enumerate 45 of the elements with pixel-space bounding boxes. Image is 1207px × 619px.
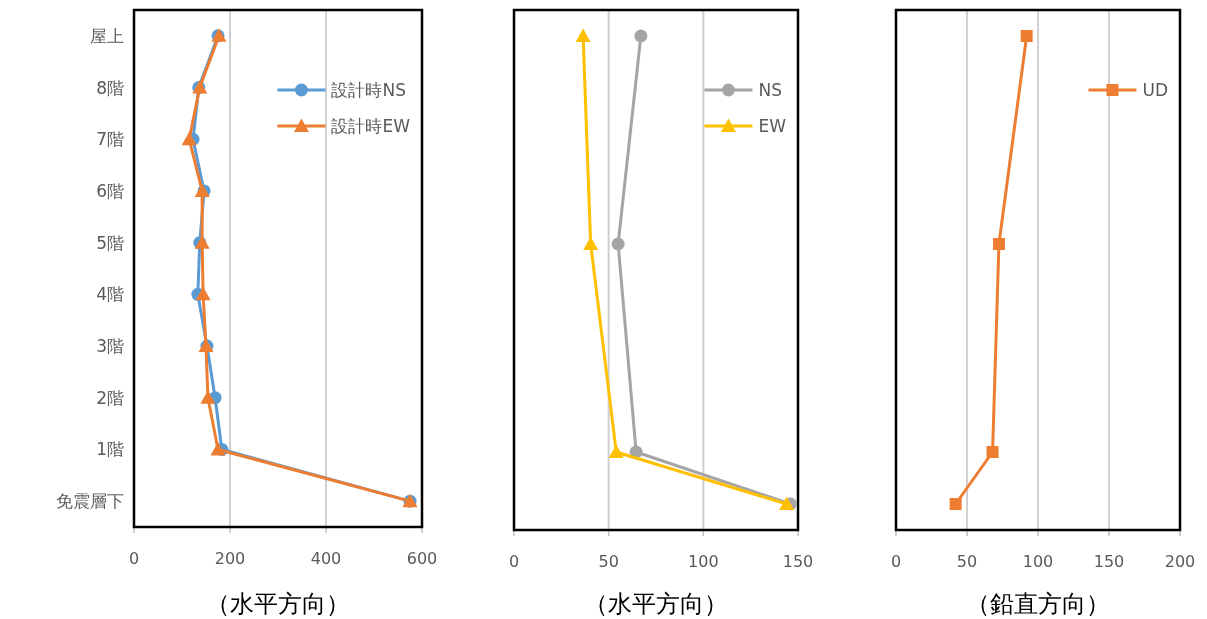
- x-axis-title: （水平方向）: [206, 590, 350, 618]
- point: [608, 444, 624, 458]
- point: [611, 237, 625, 251]
- point: [1020, 30, 1033, 42]
- legend-label: 設計時NS: [331, 80, 406, 100]
- x-axis-title: （鉛直方向）: [966, 590, 1110, 618]
- x-tick-label: 200: [214, 549, 246, 568]
- x-tick-label: 150: [1093, 552, 1125, 571]
- point: [575, 28, 591, 42]
- y-tick-label: 5階: [96, 232, 124, 253]
- x-tick-label: 100: [1022, 552, 1054, 571]
- x-tick-label: 600: [406, 549, 438, 568]
- x-tick-label: 0: [890, 552, 902, 571]
- x-tick-label: 0: [508, 552, 520, 571]
- x-tick-label: 50: [598, 552, 619, 571]
- point: [949, 498, 962, 510]
- point: [210, 441, 226, 456]
- point: [986, 446, 999, 458]
- point: [181, 131, 197, 146]
- point: [992, 238, 1005, 250]
- point: [779, 496, 795, 510]
- y-tick-label: 6階: [96, 180, 124, 201]
- x-tick-label: 0: [128, 549, 140, 568]
- legend-label: EW: [758, 116, 787, 136]
- point: [634, 29, 648, 43]
- legend-label: 設計時EW: [331, 116, 411, 136]
- legend-label: UD: [1142, 80, 1168, 100]
- y-tick-label: 免震層下: [56, 491, 124, 512]
- x-tick-label: 100: [688, 552, 719, 571]
- point: [583, 236, 599, 250]
- y-tick-label: 2階: [96, 387, 124, 408]
- x-tick-label: 200: [1164, 552, 1196, 571]
- y-tick-label: 8階: [96, 77, 124, 98]
- y-tick-label: 3階: [96, 336, 124, 357]
- x-tick-label: 400: [310, 549, 342, 568]
- y-tick-label: 4階: [96, 284, 124, 305]
- point: [200, 390, 216, 404]
- x-tick-label: 150: [782, 552, 814, 571]
- y-tick-label: 7階: [96, 129, 124, 150]
- y-tick-label: 1階: [96, 439, 124, 460]
- y-tick-label: 屋上: [90, 25, 124, 46]
- x-tick-label: 50: [956, 552, 978, 571]
- point: [195, 286, 211, 301]
- x-axis-title: （水平方向）: [584, 590, 728, 618]
- legend-label: NS: [758, 80, 782, 100]
